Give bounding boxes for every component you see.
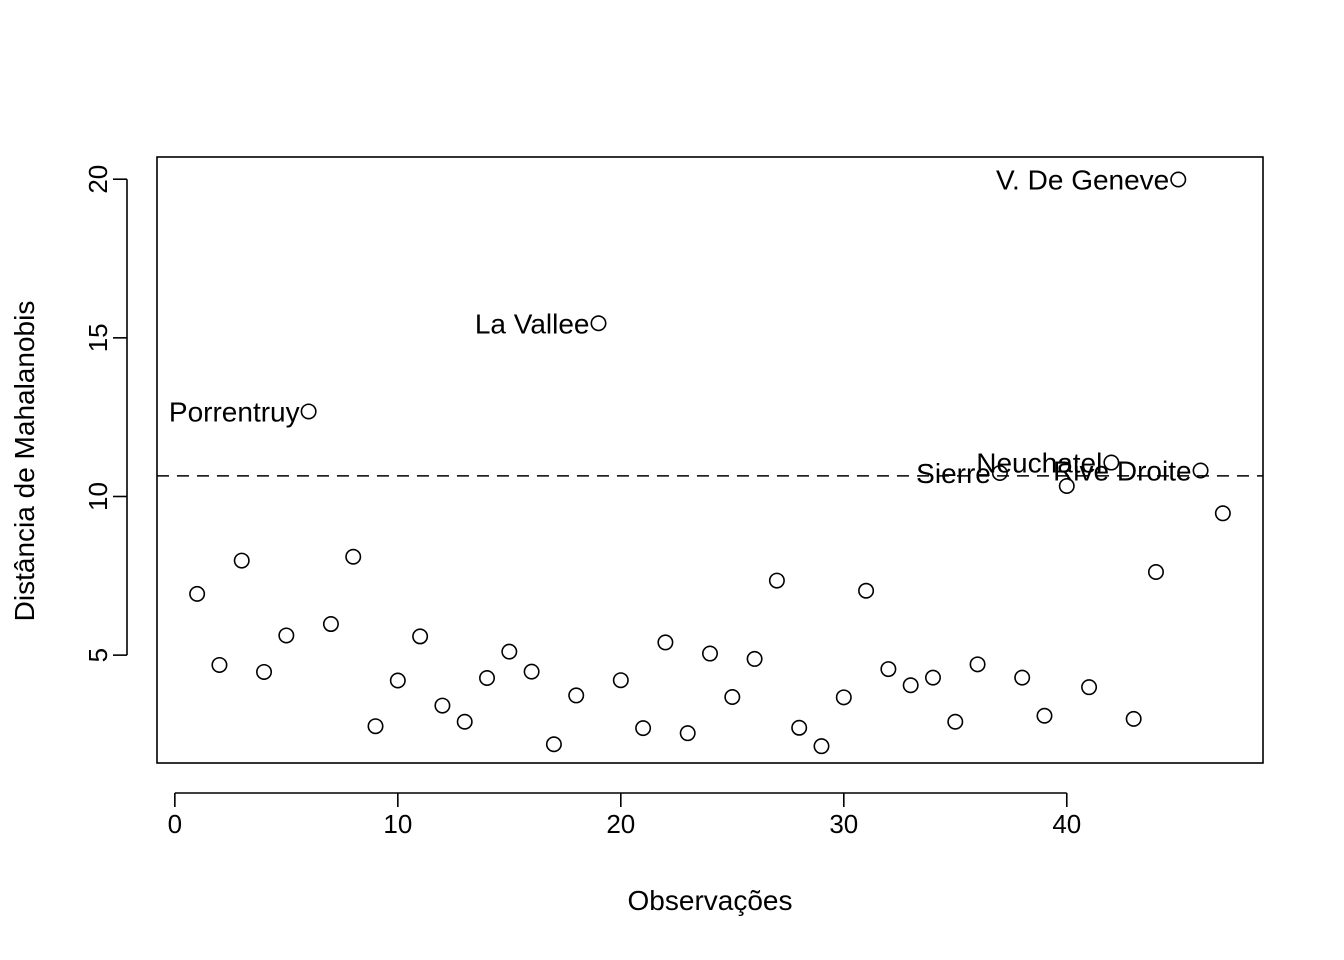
x-tick-label: 20 <box>606 809 635 839</box>
x-tick-label: 40 <box>1052 809 1081 839</box>
point-label: Porrentruy <box>169 396 300 427</box>
data-point <box>969 656 986 673</box>
data-point <box>1147 563 1164 580</box>
data-point <box>657 634 674 651</box>
data-point <box>412 628 429 645</box>
data-point <box>768 572 785 589</box>
data-point <box>456 713 473 730</box>
point-label: Neuchatel <box>976 448 1102 479</box>
data-point <box>635 720 652 737</box>
y-tick-label: 5 <box>83 648 113 662</box>
data-point <box>1103 454 1120 471</box>
data-point <box>1014 669 1031 686</box>
point-label: La Vallee <box>475 308 590 339</box>
data-point <box>1125 710 1142 727</box>
data-point <box>1081 679 1098 696</box>
data-point <box>791 719 808 736</box>
data-point <box>568 687 585 704</box>
data-point <box>300 403 317 420</box>
y-axis: 5 10 15 20 <box>83 165 128 662</box>
data-point <box>947 713 964 730</box>
x-axis: 0 10 20 30 40 <box>168 792 1081 839</box>
data-point <box>1170 171 1187 188</box>
y-tick-label: 10 <box>83 482 113 511</box>
data-point <box>345 548 362 565</box>
data-point <box>813 738 830 755</box>
data-point <box>367 718 384 735</box>
data-point <box>746 650 763 667</box>
data-point <box>233 552 250 569</box>
data-point <box>880 661 897 678</box>
plot-frame <box>156 156 1264 764</box>
point-label: Sierre <box>916 458 991 489</box>
x-tick-label: 0 <box>168 809 182 839</box>
data-point <box>256 663 273 680</box>
data-point <box>858 582 875 599</box>
x-tick-label: 30 <box>829 809 858 839</box>
data-point <box>701 645 718 662</box>
data-point <box>189 585 206 602</box>
point-label: V. De Geneve <box>996 165 1169 196</box>
data-point <box>835 689 852 706</box>
data-point <box>389 672 406 689</box>
data-point <box>501 643 518 660</box>
y-tick-label: 15 <box>83 323 113 352</box>
data-point <box>1036 707 1053 724</box>
data-point <box>1214 505 1231 522</box>
data-points <box>189 171 1231 755</box>
data-point <box>924 669 941 686</box>
data-point <box>902 677 919 694</box>
data-point <box>545 736 562 753</box>
data-point <box>211 656 228 673</box>
data-point <box>523 663 540 680</box>
data-point <box>278 627 295 644</box>
data-point <box>434 697 451 714</box>
data-point <box>1058 478 1075 495</box>
y-axis-label: Distância de Mahalanobis <box>9 301 40 622</box>
point-label: Rive Droite <box>1053 455 1191 486</box>
data-point <box>590 315 607 332</box>
y-tick-label: 20 <box>83 165 113 194</box>
data-point <box>724 689 741 706</box>
data-point <box>679 725 696 742</box>
data-point <box>612 672 629 689</box>
data-point <box>991 465 1008 482</box>
data-point <box>479 669 496 686</box>
x-axis-label: Observações <box>628 885 793 916</box>
data-point <box>1192 462 1209 479</box>
x-tick-label: 10 <box>383 809 412 839</box>
data-point <box>322 616 339 633</box>
